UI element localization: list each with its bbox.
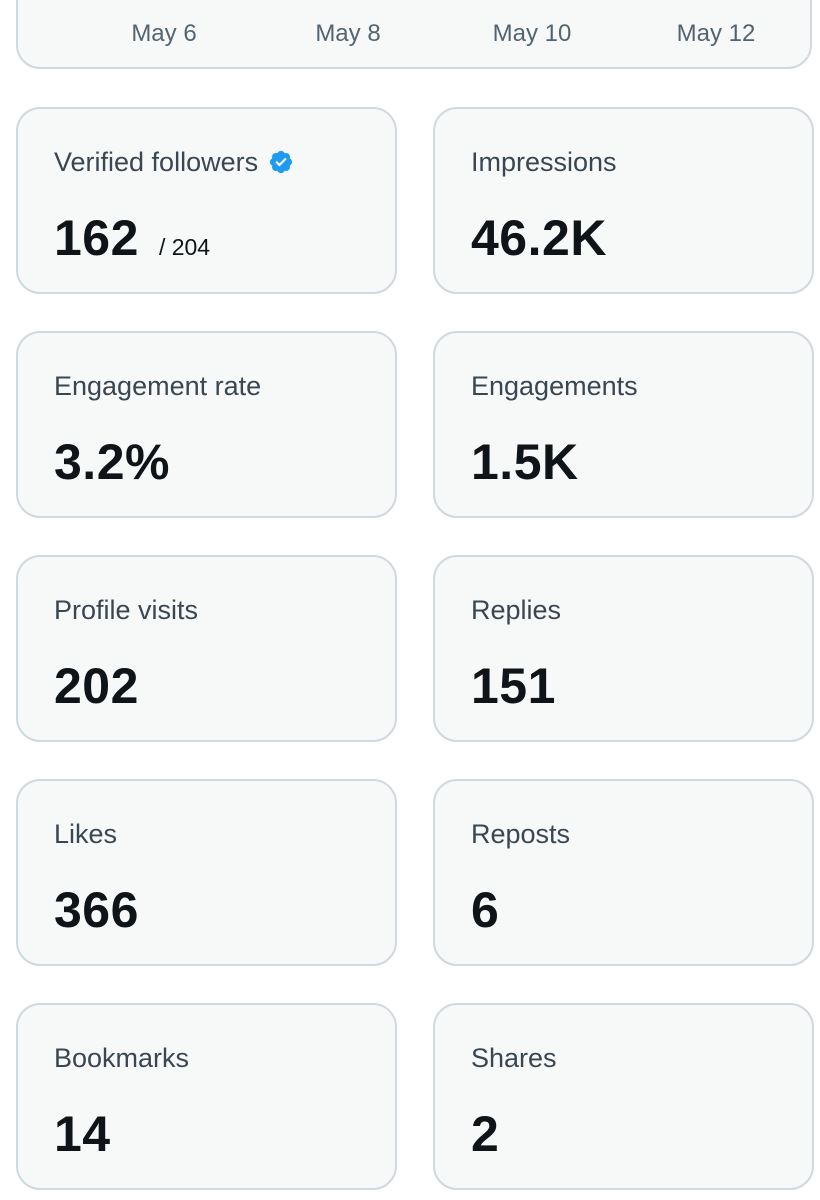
metric-card-profile-visits[interactable]: Profile visits 202: [16, 555, 397, 742]
metric-card-engagements[interactable]: Engagements 1.5K: [433, 331, 814, 518]
date-tick: May 8: [315, 20, 381, 47]
metric-card-likes[interactable]: Likes 366: [16, 779, 397, 966]
metric-value: 151: [471, 658, 556, 714]
metric-label: Profile visits: [54, 595, 199, 625]
metric-label: Replies: [471, 595, 562, 625]
metric-value: 366: [54, 882, 139, 938]
metric-label: Shares: [471, 1043, 557, 1073]
verified-badge-icon: [270, 150, 293, 174]
metric-value: 1.5K: [471, 434, 579, 490]
metric-label: Bookmarks: [54, 1043, 190, 1073]
metric-value: 14: [54, 1106, 111, 1162]
metric-card-verified-followers[interactable]: Verified followers 162 / 204: [16, 107, 397, 294]
metric-value: 2: [471, 1106, 500, 1162]
date-axis: May 6 May 8 May 10 May 12: [18, 18, 810, 50]
metric-card-shares[interactable]: Shares 2: [433, 1003, 814, 1190]
metrics-grid: Verified followers 162 / 204 Impressions…: [16, 107, 814, 1190]
metric-card-engagement-rate[interactable]: Engagement rate 3.2%: [16, 331, 397, 518]
metric-card-replies[interactable]: Replies 151: [433, 555, 814, 742]
metric-value: 162: [54, 210, 139, 266]
metric-value: 3.2%: [54, 434, 170, 490]
metric-label: Impressions: [471, 147, 617, 177]
metric-card-reposts[interactable]: Reposts 6: [433, 779, 814, 966]
metric-label: Likes: [54, 819, 118, 849]
metric-label: Engagement rate: [54, 371, 262, 401]
date-tick: May 12: [676, 20, 756, 47]
metric-label: Reposts: [471, 819, 571, 849]
metric-value: 6: [471, 882, 500, 938]
metric-value: 202: [54, 658, 139, 714]
metric-label: Verified followers: [54, 145, 294, 179]
metric-card-impressions[interactable]: Impressions 46.2K: [433, 107, 814, 294]
chart-card: May 6 May 8 May 10 May 12: [16, 0, 812, 69]
metric-value: 46.2K: [471, 210, 607, 266]
metric-label: Engagements: [471, 371, 638, 401]
metric-total: / 204: [158, 234, 211, 260]
metric-card-bookmarks[interactable]: Bookmarks 14: [16, 1003, 397, 1190]
date-tick: May 6: [131, 20, 197, 47]
date-tick: May 10: [492, 20, 572, 47]
